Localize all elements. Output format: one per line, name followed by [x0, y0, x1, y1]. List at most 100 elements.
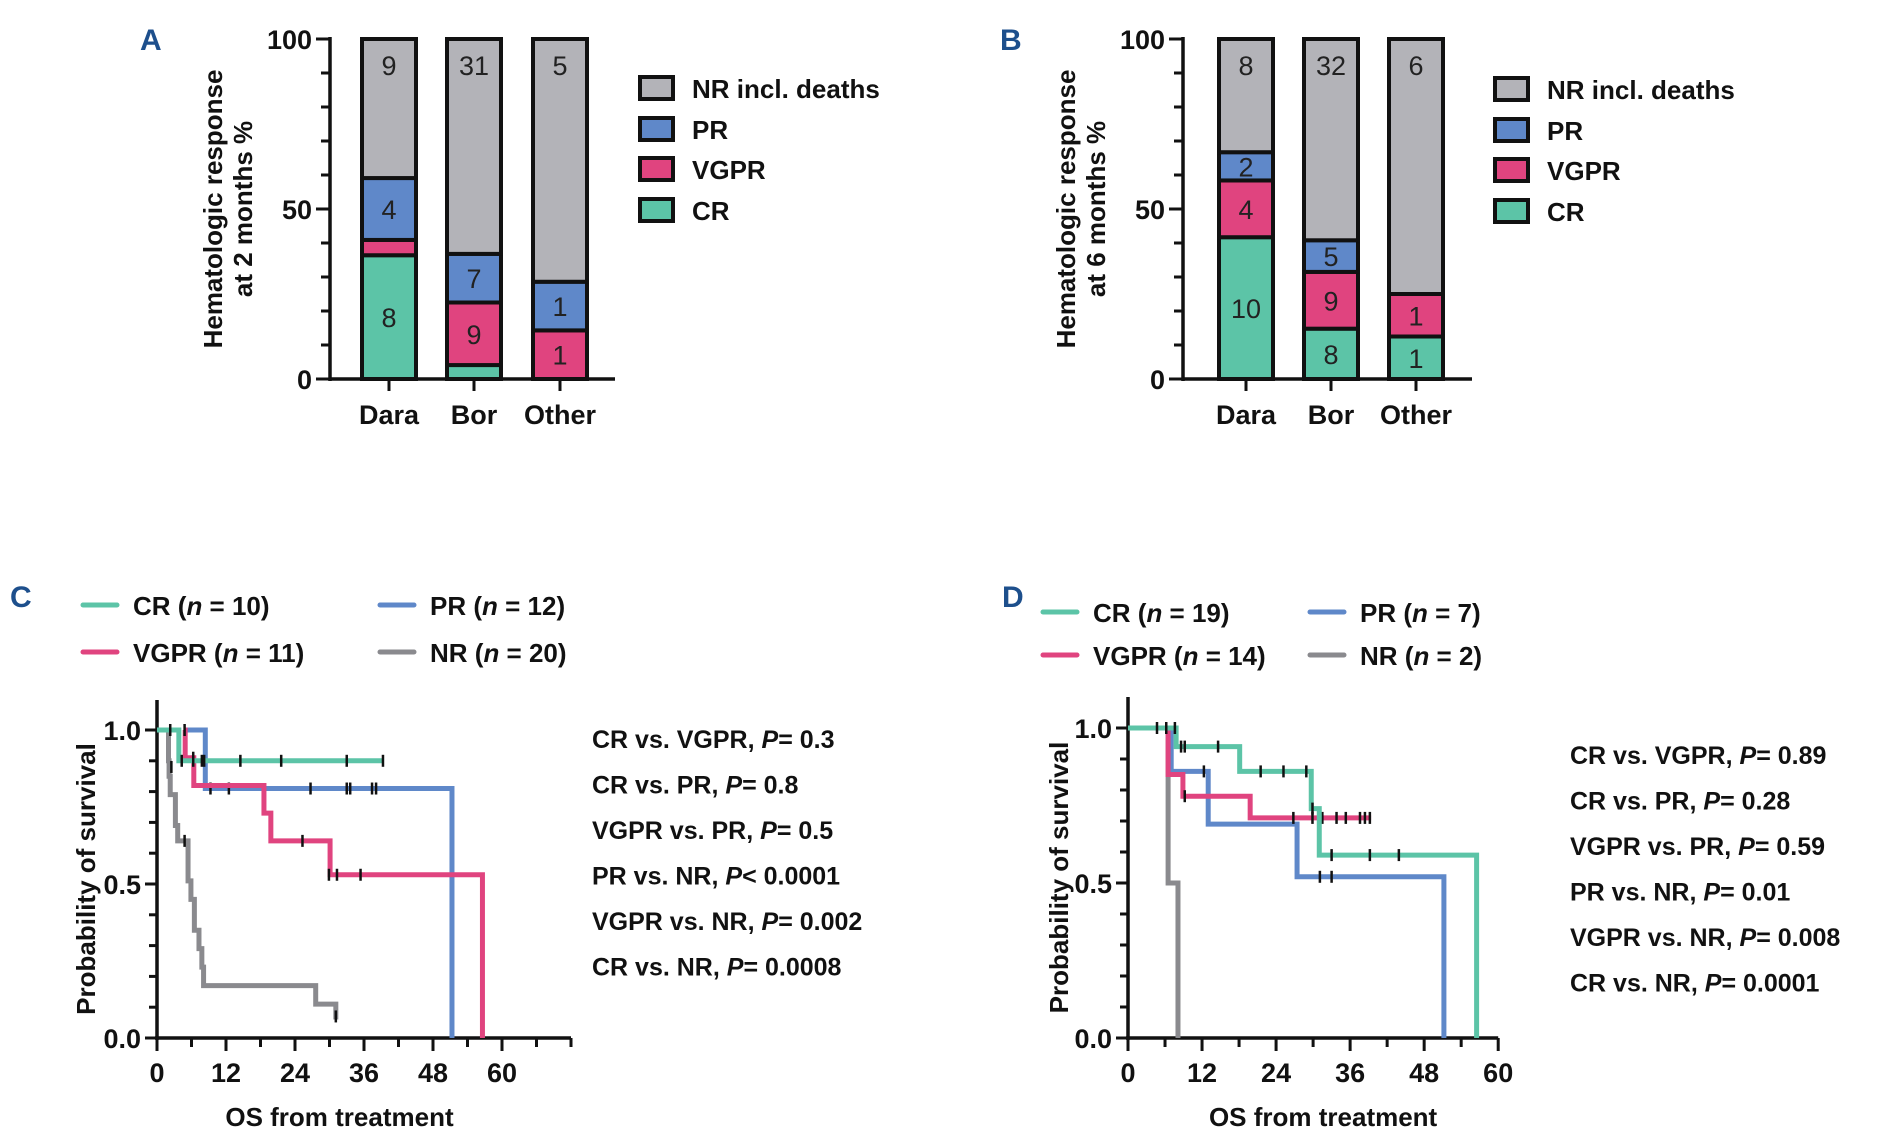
x-category-label: Dara	[1216, 400, 1277, 430]
p-value: = 0.0008	[743, 954, 841, 982]
legend-n-value: = 2)	[1429, 641, 1482, 671]
legend-n-value: = 7)	[1428, 598, 1481, 628]
legend-series-name: PR (	[430, 591, 482, 621]
legend-series-name: NR (	[430, 638, 484, 668]
bar-segment-vgpr	[360, 237, 418, 258]
x-tick-label: 36	[1335, 1058, 1365, 1088]
bar-segment-nr	[531, 37, 589, 284]
bar-bor: 8 9 5 32	[1302, 37, 1360, 381]
bar-segment-cr	[445, 363, 503, 381]
x-tick-label: 36	[349, 1058, 379, 1088]
bar-other: 1 1 5	[531, 37, 589, 382]
legend-label: CR (n = 10)	[133, 591, 270, 621]
survival-series-cr	[1128, 722, 1480, 1038]
p-value-annotation: PR vs. NR, P= 0.01	[1570, 879, 1790, 907]
legend-swatch-vgpr	[1493, 157, 1530, 183]
survival-series-vgpr	[1165, 725, 1372, 824]
legend-swatch-pr	[638, 116, 675, 142]
panel-letter-a: A	[140, 24, 162, 57]
panel-letter-d: D	[1002, 581, 1024, 614]
legend: CR (n = 10) VGPR (n = 11) PR (n = 12) NR ( n…	[80, 591, 567, 668]
survival-series-pr	[184, 727, 455, 1038]
x-category-label: Other	[524, 400, 597, 430]
comparison-label: CR vs. VGPR,	[1570, 742, 1740, 770]
p-value: = 0.59	[1755, 833, 1825, 861]
panel-c-survival-chart: 0.0 0.5 1.0 0 12 24 36 48 60 OS from treatment Pro…	[71, 591, 862, 1132]
bar-segment-label: 5	[552, 51, 567, 81]
legend-label: CR	[692, 196, 730, 226]
survival-curve-vgpr	[182, 727, 485, 1038]
bar-other: 1 1 6	[1387, 37, 1445, 381]
x-tick-label: 60	[487, 1058, 517, 1088]
comparison-label: CR vs. VGPR,	[592, 726, 762, 754]
p-value: = 0.8	[742, 772, 798, 800]
p-symbol: P	[1740, 924, 1757, 952]
bar-segment-label: 8	[1323, 340, 1338, 370]
bar-segment-nr	[360, 37, 418, 181]
panel-b-stacked-bar-chart: 0 50 100 Hematologic responseat 6 months % 1…	[1051, 25, 1735, 430]
comparison-label: VGPR vs. NR,	[592, 908, 762, 936]
p-value-annotation: CR vs. VGPR, P= 0.89	[1570, 742, 1826, 770]
y-tick-label: 0.5	[103, 870, 141, 900]
legend-n-symbol: n	[1183, 641, 1199, 671]
bar-dara: 8 4 9	[360, 37, 418, 382]
x-category-label: Other	[1380, 400, 1453, 430]
y-tick-label: 0	[297, 365, 312, 395]
legend-item-vgpr: VGPR (n = 14)	[1040, 641, 1266, 671]
y-axis-title: Hematologic responseat 6 months %	[1051, 70, 1111, 349]
y-tick-label: 50	[282, 195, 312, 225]
legend: CR (n = 19)VGPR (n = 14)PR (n = 7)NR (n …	[1040, 598, 1482, 671]
legend: NR incl. deaths PR VGPR CR	[638, 74, 880, 226]
legend-series-name: NR (	[1360, 641, 1414, 671]
legend-label: VGPR (n = 11)	[133, 638, 304, 668]
legend-series-name: PR (	[1360, 598, 1412, 628]
bar-segment-label: 1	[1408, 344, 1423, 374]
legend-item-cr: CR (n = 19)	[1040, 598, 1230, 628]
p-value: = 0.89	[1756, 742, 1826, 770]
bar-segment-label: 4	[381, 195, 396, 225]
y-axis-title: Hematologic responseat 2 months %	[198, 70, 258, 349]
bar-segment-pr	[1217, 150, 1275, 183]
y-tick-label: 100	[1120, 25, 1165, 55]
x-category-label: Dara	[359, 400, 420, 430]
legend: NR incl. deaths PR VGPR CR	[1493, 75, 1735, 227]
legend-label: VGPR (n = 14)	[1093, 641, 1266, 671]
p-symbol: P	[1703, 879, 1720, 907]
legend-label: VGPR	[692, 155, 766, 185]
legend-n-value: = 14)	[1198, 641, 1265, 671]
bar-segment-label: 32	[1316, 51, 1346, 81]
x-tick-label: 12	[211, 1058, 241, 1088]
legend-n-symbol: n	[482, 591, 498, 621]
survival-series-vgpr	[182, 727, 485, 1038]
legend-swatch-cr	[638, 197, 675, 223]
legend-n-value: = 11)	[238, 638, 304, 668]
survival-curve-cr	[1128, 725, 1480, 1038]
survival-series-pr	[1168, 725, 1447, 1038]
p-value-annotation: CR vs. NR, P= 0.0001	[1570, 970, 1820, 998]
bar-segment-cr	[360, 253, 418, 382]
legend-label: PR	[1547, 116, 1583, 146]
p-symbol: P	[725, 863, 742, 891]
legend-item-cr: CR (n = 10)	[80, 591, 270, 621]
y-tick-label: 0.0	[103, 1024, 141, 1054]
comparison-label: CR vs. PR,	[592, 772, 725, 800]
bar-segment-label: 31	[459, 51, 489, 81]
bar-segment-label: 6	[1408, 51, 1423, 81]
x-tick-label: 0	[1120, 1058, 1135, 1088]
bar-segment-pr	[531, 279, 589, 333]
legend-n-value: = 10)	[202, 591, 269, 621]
y-tick-label: 1.0	[1074, 714, 1112, 744]
y-axis-title-line: at 2 months %	[228, 121, 258, 297]
y-axis-title-line: Hematologic response	[1051, 70, 1081, 349]
comparison-label: CR vs. PR,	[1570, 788, 1703, 816]
p-value-annotation: CR vs. VGPR, P= 0.3	[592, 726, 835, 754]
p-value-annotation: CR vs. PR, P= 0.8	[592, 772, 798, 800]
x-axis-title: OS from treatment	[1209, 1102, 1438, 1132]
p-symbol: P	[727, 954, 744, 982]
comparison-label: VGPR vs. NR,	[1570, 924, 1740, 952]
bar-dara: 10 4 2 8	[1217, 37, 1275, 381]
panel-d-survival-chart: 0.0 0.5 1.0 0 12 24 36 48 60 OS from treatment Pro…	[1040, 598, 1840, 1132]
legend-n-symbol: n	[1413, 641, 1429, 671]
bar-segment-label: 4	[1238, 195, 1253, 225]
legend-label: PR (n = 12)	[430, 591, 565, 621]
